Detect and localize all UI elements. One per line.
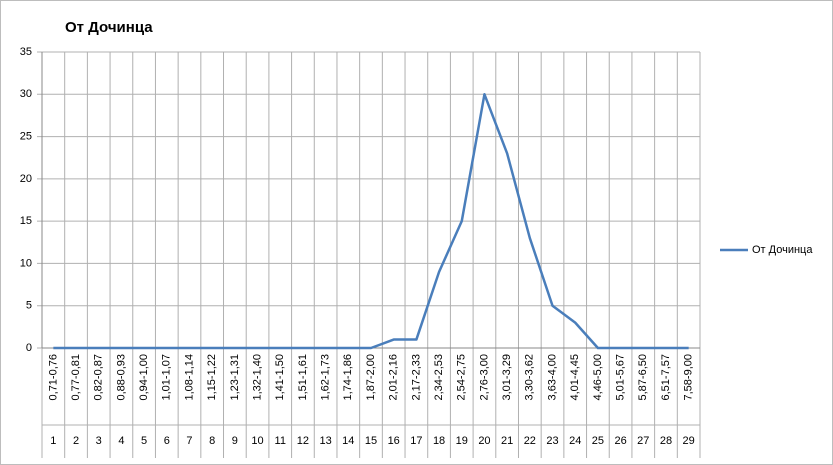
x-category-number: 26 [614,435,626,447]
x-category-number: 23 [546,435,558,447]
chart-title: От Дочинца [65,19,153,36]
x-tick-label: 1,87-2,00 [365,354,377,400]
x-category-number: 8 [209,435,215,447]
x-category-number: 2 [73,435,79,447]
x-tick-label: 1,41-1,50 [274,354,286,400]
x-tick-label: 1,51-1,61 [297,354,309,400]
x-tick-label: 3,30-3,62 [524,354,536,400]
y-tick-label: 20 [20,173,32,185]
x-category-number: 22 [524,435,536,447]
y-tick-label: 10 [20,257,32,269]
x-category-number: 9 [232,435,238,447]
x-tick-label: 2,17-2,33 [410,354,422,400]
x-category-number: 29 [683,435,695,447]
x-category-number: 11 [275,435,286,447]
x-tick-label: 4,46-5,00 [592,354,604,400]
x-tick-label: 2,76-3,00 [478,354,490,400]
x-tick-label: 6,51-7,57 [660,354,672,400]
x-category-number: 25 [592,435,604,447]
x-tick-label: 0,88-0,93 [115,354,127,400]
x-category-number: 14 [342,435,354,447]
x-tick-label: 1,23-1,31 [229,354,241,400]
legend-label: От Дочинца [752,244,813,256]
y-tick-label: 30 [20,88,32,100]
x-category-number: 18 [433,435,445,447]
y-tick-label: 0 [26,342,32,354]
x-tick-label: 7,58-9,00 [683,354,695,400]
y-tick-label: 5 [26,300,32,312]
x-category-number: 27 [637,435,649,447]
x-tick-label: 1,08-1,14 [183,354,195,400]
x-category-number: 12 [297,435,309,447]
x-category-number: 24 [569,435,581,447]
x-tick-label: 1,62-1,73 [320,354,332,400]
x-tick-label: 3,01-3,29 [501,354,513,400]
x-category-number: 10 [251,435,263,447]
x-category-number: 1 [50,435,56,447]
x-category-number: 3 [96,435,102,447]
y-tick-label: 35 [20,46,32,58]
x-tick-label: 2,34-2,53 [433,354,445,400]
x-tick-label: 1,74-1,86 [342,354,354,400]
x-tick-label: 2,54-2,75 [456,354,468,400]
x-tick-label: 1,32-1,40 [251,354,263,400]
x-tick-label: 1,01-1,07 [161,354,173,400]
x-category-number: 7 [186,435,192,447]
x-tick-label: 5,01-5,67 [614,354,626,400]
x-tick-label: 4,01-4,45 [569,354,581,400]
x-category-number: 4 [118,435,124,447]
x-tick-label: 1,15-1,22 [206,354,218,400]
x-tick-label: 0,77-0,81 [70,354,82,400]
x-category-number: 5 [141,435,147,447]
y-tick-label: 15 [20,215,32,227]
x-tick-label: 0,94-1,00 [138,354,150,400]
x-category-number: 20 [478,435,490,447]
x-category-number: 13 [319,435,331,447]
x-category-number: 21 [501,435,513,447]
x-category-number: 15 [365,435,377,447]
x-category-number: 17 [410,435,422,447]
x-tick-label: 5,87-6,50 [637,354,649,400]
x-category-number: 16 [388,435,400,447]
y-tick-label: 25 [20,130,32,142]
x-tick-label: 2,01-2,16 [388,354,400,400]
line-series [53,93,689,350]
x-category-number: 28 [660,435,672,447]
x-tick-label: 0,71-0,76 [47,354,59,400]
x-tick-label: 3,63-4,00 [546,354,558,400]
x-tick-label: 0,82-0,87 [93,354,105,400]
x-category-number: 6 [164,435,170,447]
x-category-number: 19 [456,435,468,447]
